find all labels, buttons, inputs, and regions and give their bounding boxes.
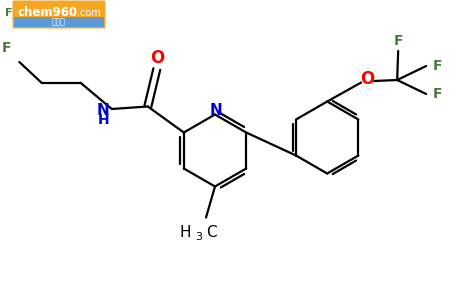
Text: N: N <box>210 103 222 118</box>
Text: .com: .com <box>78 8 101 18</box>
Text: F: F <box>432 87 442 101</box>
Text: chem960: chem960 <box>18 6 78 19</box>
Text: 3: 3 <box>195 231 202 241</box>
Text: 化工网: 化工网 <box>52 18 66 26</box>
Text: F: F <box>2 41 11 55</box>
Text: H: H <box>98 113 109 127</box>
Text: N: N <box>97 103 109 117</box>
FancyBboxPatch shape <box>14 17 104 27</box>
FancyBboxPatch shape <box>12 1 106 28</box>
Text: F: F <box>432 59 442 73</box>
Text: O: O <box>150 49 164 67</box>
Text: C: C <box>206 225 216 240</box>
Text: H: H <box>179 225 191 240</box>
Text: O: O <box>361 69 375 88</box>
Text: F: F <box>5 8 12 18</box>
Text: F: F <box>393 34 403 48</box>
